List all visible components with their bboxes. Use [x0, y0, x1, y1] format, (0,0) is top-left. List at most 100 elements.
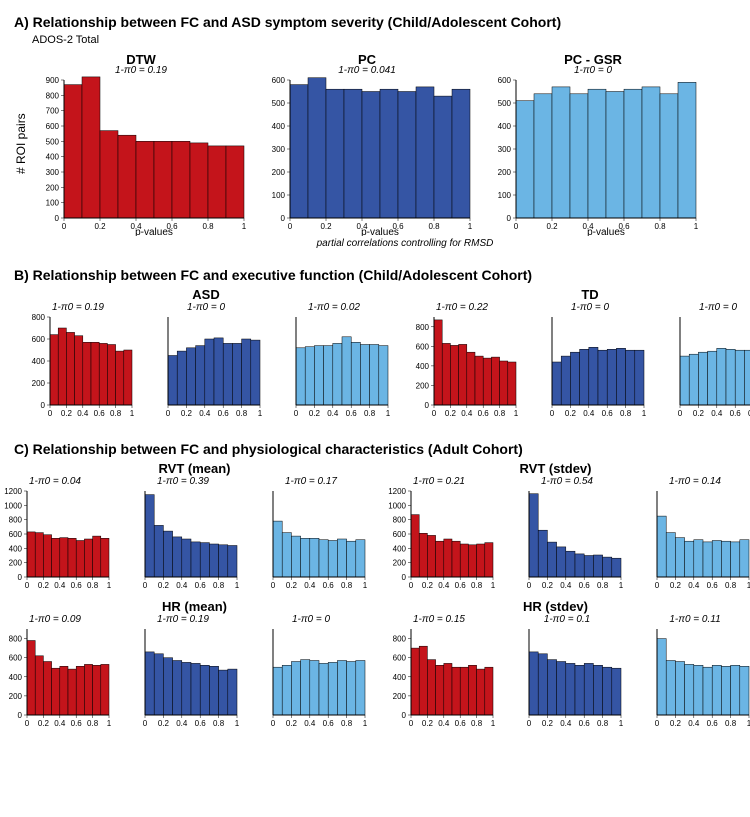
bar [324, 346, 333, 405]
y-tick: 0 [18, 573, 23, 582]
x-tick: 0.6 [579, 719, 591, 728]
x-tick: 0 [409, 719, 414, 728]
chart: 1-π0 = 0.1900.20.40.60.81 [127, 614, 239, 733]
x-tick: 0.8 [87, 581, 99, 590]
x-tick: 0 [166, 409, 171, 418]
bar [43, 662, 51, 716]
bar [721, 541, 730, 577]
chart: 1-π0 = 0.0200.20.40.60.81 [278, 302, 390, 423]
bar [60, 666, 68, 715]
x-tick: 0.6 [195, 581, 207, 590]
bar [319, 663, 328, 715]
bar [60, 538, 68, 577]
bar [434, 96, 452, 218]
bar [209, 544, 218, 577]
y-tick: 200 [393, 692, 407, 701]
bar [427, 660, 435, 715]
y-tick: 1000 [388, 501, 406, 510]
bar [740, 540, 749, 577]
x-tick: 0.2 [286, 581, 298, 590]
bar [145, 652, 154, 715]
x-tick: 0.2 [38, 581, 50, 590]
x-tick: 1 [363, 581, 367, 590]
y-tick: 600 [498, 76, 512, 85]
bar [226, 146, 244, 218]
bar [273, 521, 282, 577]
bar [76, 541, 84, 578]
bar [228, 546, 237, 578]
y-tick: 600 [393, 530, 407, 539]
bar [177, 351, 186, 405]
x-tick: 0.2 [158, 719, 170, 728]
bar [547, 660, 556, 715]
x-tick: 0.4 [327, 409, 339, 418]
chart-pi: 1-π0 = 0 [292, 614, 330, 625]
chart: 1-π0 = 0.100.20.40.60.81 [511, 614, 623, 733]
y-tick: 400 [46, 153, 60, 162]
y-tick: 0 [507, 214, 512, 223]
bar [145, 495, 154, 577]
x-tick: 0.6 [323, 581, 335, 590]
histogram: 00.20.40.60.81 [255, 625, 367, 733]
bar [731, 665, 740, 715]
bar [552, 362, 561, 405]
x-tick: 0 [527, 581, 532, 590]
bar [228, 669, 237, 715]
bar [101, 538, 109, 577]
y-tick: 700 [46, 107, 60, 116]
x-tick: 0.2 [565, 409, 577, 418]
histogram: 02004006008001000120000.20.40.60.81 [0, 487, 111, 595]
y-tick: 900 [46, 76, 60, 85]
chart-pi: 1-π0 = 0 [699, 302, 737, 313]
bar [703, 667, 712, 715]
y-tick: 800 [46, 91, 60, 100]
histogram: 00.20.40.60.81 [278, 313, 390, 423]
bar [296, 348, 305, 405]
histogram: 02004006008001000120000.20.40.60.81 [383, 487, 495, 595]
x-tick: 1 [491, 581, 495, 590]
x-axis-label: p-values [361, 227, 399, 236]
x-tick: 0.8 [597, 581, 609, 590]
x-tick: 0.8 [341, 581, 353, 590]
bar [508, 362, 516, 405]
chart-pi: 1-π0 = 0 [574, 65, 612, 76]
bar [427, 535, 435, 577]
x-tick: 0 [288, 222, 293, 231]
bar [675, 662, 684, 716]
chart: 1-π0 = 0.1100.20.40.60.81 [639, 614, 750, 733]
chart-pi: 1-π0 = 0.54 [541, 476, 593, 487]
y-tick: 1200 [388, 487, 406, 496]
chart-pi: 1-π0 = 0.19 [115, 65, 167, 76]
x-tick: 0.8 [471, 581, 483, 590]
x-tick: 0.8 [364, 409, 376, 418]
chart: 1-π0 = 0.3900.20.40.60.81 [127, 476, 239, 595]
bar [342, 337, 351, 405]
x-tick: 0.4 [461, 409, 473, 418]
histogram: 020040060080000.20.40.60.81 [0, 625, 111, 733]
x-tick: 0.6 [71, 719, 83, 728]
bar [398, 92, 416, 219]
bar [468, 665, 476, 715]
x-tick: 0.4 [54, 719, 66, 728]
x-tick: 1 [235, 581, 239, 590]
bar [717, 348, 726, 405]
chart: 1-π0 = 000.20.40.60.81 [255, 614, 367, 733]
bar [698, 352, 707, 405]
bar [223, 343, 232, 405]
bar [242, 339, 251, 405]
x-tick: 0.8 [341, 719, 353, 728]
y-tick: 0 [425, 401, 430, 410]
chart: PC - GSR1-π0 = 0010020030040050060000.20… [488, 52, 698, 236]
y-tick: 600 [9, 530, 23, 539]
bar [319, 540, 328, 577]
bar [626, 350, 635, 405]
bar [460, 544, 468, 577]
x-tick: 0.8 [236, 409, 248, 418]
bar [219, 545, 228, 577]
bar [93, 536, 101, 577]
x-tick: 0 [514, 222, 519, 231]
y-axis-label-a: # ROI pairs [14, 84, 28, 204]
c-right-label: RVT (stdev) [375, 461, 736, 476]
chart-pi: 1-π0 = 0.09 [29, 614, 81, 625]
chart: 1-π0 = 0.22020040060080000.20.40.60.81 [406, 302, 518, 423]
